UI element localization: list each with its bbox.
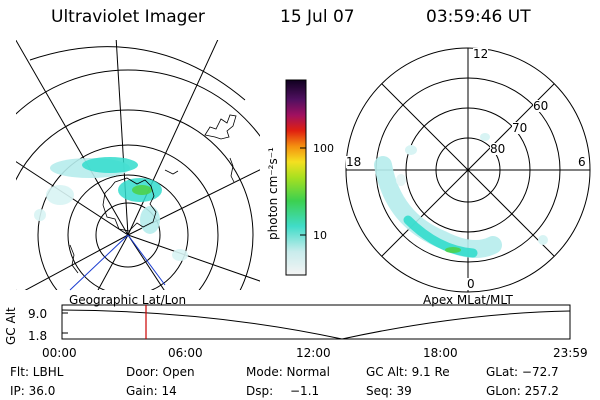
- lat-circle: [16, 109, 254, 290]
- date-label: 15 Jul 07: [280, 7, 355, 27]
- polar-aurora: [374, 133, 548, 258]
- mlat-label-70: 70: [512, 121, 528, 135]
- lat-circle: [16, 69, 260, 137]
- time-label: 03:59:46 UT: [426, 7, 531, 27]
- polar-plot: [345, 47, 591, 293]
- info-gain: Gain: 14: [126, 384, 177, 398]
- mlt-label-6: 6: [578, 155, 586, 169]
- alt-ylabel: GC Alt: [4, 307, 18, 345]
- altitude-plot: [61, 304, 571, 340]
- coastline: [69, 114, 237, 274]
- info-ip: IP: 36.0: [10, 384, 56, 398]
- mlt-label-0: 0: [467, 277, 475, 291]
- alt-ytick-1-8: 1.8: [28, 329, 48, 343]
- info-flt: Flt: LBHL: [10, 365, 64, 379]
- alt-xtick-2359: 23:59: [553, 346, 588, 360]
- colorbar-label: photon cm⁻²s⁻¹: [266, 147, 280, 240]
- mlt-label-18: 18: [346, 155, 362, 169]
- lat-circle: [95, 202, 161, 268]
- altitude-curve: [61, 309, 571, 340]
- alt-xtick-1200: 12:00: [296, 346, 331, 360]
- info-door: Door: Open: [126, 365, 195, 379]
- colorbar-tick-10: 10: [313, 229, 327, 242]
- apex-label: Apex MLat/MLT: [423, 293, 513, 307]
- info-glat: GLat: −72.7: [486, 365, 559, 379]
- colorbar-tick-100: 100: [313, 142, 334, 155]
- alt-xtick-1800: 18:00: [423, 346, 458, 360]
- colorbar: [285, 79, 307, 276]
- alt-xtick-0000: 00:00: [42, 346, 77, 360]
- info-dsp-value: −1.1: [290, 384, 320, 398]
- lat-circle: [37, 144, 219, 290]
- aurora-emission: [34, 157, 188, 261]
- alt-ytick-9: 9.0: [28, 307, 48, 321]
- info-seq: Seq: 39: [366, 384, 412, 398]
- mlt-label-12: 12: [473, 47, 489, 61]
- info-glon: GLon: 257.2: [486, 384, 559, 398]
- alt-xtick-0600: 06:00: [168, 346, 203, 360]
- mlat-label-80: 80: [490, 142, 506, 156]
- geographic-label: Geographic Lat/Lon: [69, 293, 187, 307]
- info-mode: Mode: Normal: [246, 365, 330, 379]
- instrument-title: Ultraviolet Imager: [51, 7, 205, 27]
- lat-circle: [67, 174, 189, 290]
- mlat-label-60: 60: [533, 99, 549, 113]
- info-gc-alt: GC Alt: 9.1 Re: [366, 365, 450, 379]
- info-dsp-label: Dsp:: [246, 384, 274, 398]
- geographic-map: [16, 40, 260, 291]
